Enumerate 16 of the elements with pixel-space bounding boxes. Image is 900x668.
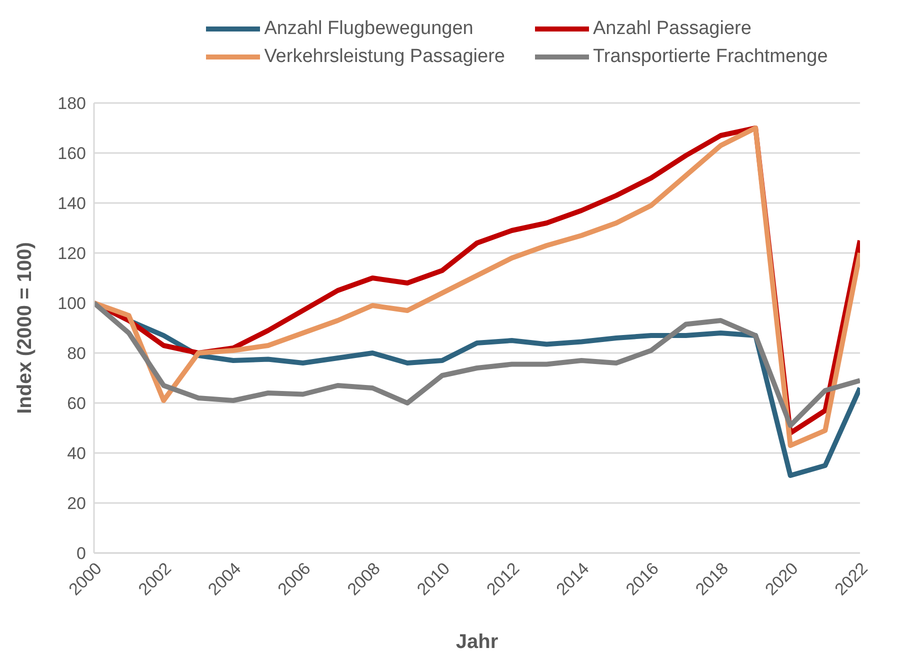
y-tick-label: 140	[58, 194, 86, 214]
legend-label: Transportierte Frachtmenge	[593, 46, 828, 68]
y-tick-label: 180	[58, 94, 86, 114]
y-tick-label: 80	[67, 344, 86, 364]
legend-label: Anzahl Flugbewegungen	[264, 18, 474, 40]
legend-label: Anzahl Passagiere	[593, 18, 752, 40]
y-tick-label: 100	[58, 294, 86, 314]
x-axis-title: Jahr	[456, 631, 498, 653]
y-tick-label: 20	[67, 494, 86, 514]
y-tick-label: 120	[58, 244, 86, 264]
y-tick-label: 0	[76, 544, 86, 564]
legend-label: Verkehrsleistung Passagiere	[264, 46, 505, 68]
y-axis-title: Index (2000 = 100)	[14, 242, 36, 414]
y-tick-label: 60	[67, 394, 86, 414]
y-tick-label: 40	[67, 444, 86, 464]
y-tick-label: 160	[58, 144, 86, 164]
